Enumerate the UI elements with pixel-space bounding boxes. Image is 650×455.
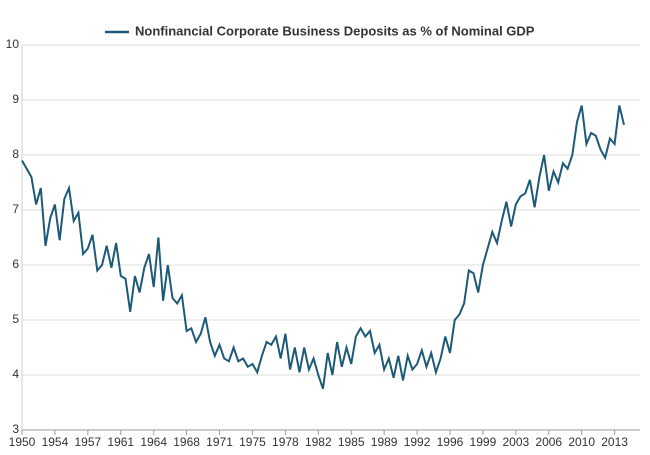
y-tick-label: 10 xyxy=(6,37,20,51)
legend-label: Nonfinancial Corporate Business Deposits… xyxy=(135,23,535,38)
y-tick-label: 3 xyxy=(12,422,19,436)
x-tick-label: 1968 xyxy=(173,435,200,449)
y-tick-label: 9 xyxy=(12,92,19,106)
y-tick-label: 4 xyxy=(12,367,19,381)
x-tick-label: 1950 xyxy=(9,435,36,449)
x-tick-label: 2010 xyxy=(568,435,595,449)
x-tick-label: 1964 xyxy=(140,435,167,449)
y-tick-label: 8 xyxy=(12,147,19,161)
x-tick-label: 1996 xyxy=(437,435,464,449)
y-tick-label: 6 xyxy=(12,257,19,271)
x-tick-label: 2013 xyxy=(601,435,628,449)
x-tick-label: 1957 xyxy=(74,435,101,449)
data-line xyxy=(21,105,625,390)
x-tick-label: 1975 xyxy=(239,435,266,449)
x-tick-label: 2006 xyxy=(535,435,562,449)
x-tick-label: 1961 xyxy=(107,435,134,449)
x-tick-label: 1985 xyxy=(338,435,365,449)
x-tick-label: 1992 xyxy=(404,435,431,449)
x-tick-label: 1954 xyxy=(42,435,69,449)
x-tick-label: 1989 xyxy=(371,435,398,449)
y-tick-label: 7 xyxy=(12,202,19,216)
x-tick-label: 1999 xyxy=(470,435,497,449)
y-tick-label: 5 xyxy=(12,312,19,326)
x-tick-label: 1978 xyxy=(272,435,299,449)
x-tick-label: 1982 xyxy=(305,435,332,449)
x-tick-label: 2003 xyxy=(502,435,529,449)
x-tick-label: 1971 xyxy=(206,435,233,449)
